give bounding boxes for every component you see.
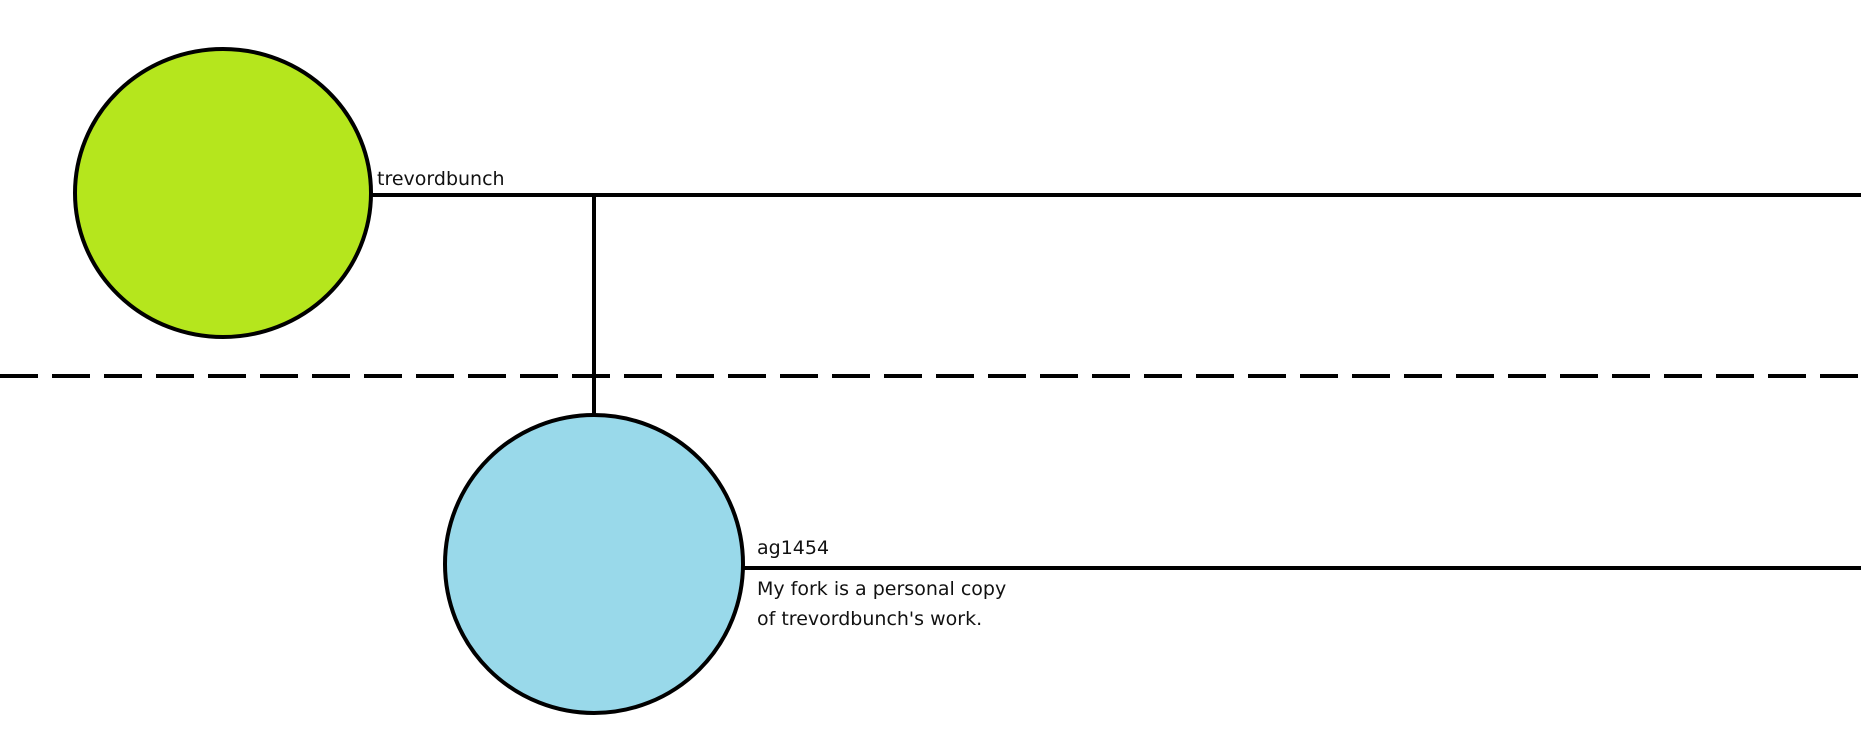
fork-note-line-2: of trevordbunch's work.: [757, 608, 983, 630]
fork-node-circle: [443, 413, 745, 715]
upstream-node-label: trevordbunch: [377, 168, 505, 190]
upstream-node-circle: [73, 47, 373, 339]
fork-node-label: ag1454: [757, 537, 830, 559]
fork-note: My fork is a personal copy of trevordbun…: [757, 574, 1006, 634]
fork-note-line-1: My fork is a personal copy: [757, 578, 1007, 600]
